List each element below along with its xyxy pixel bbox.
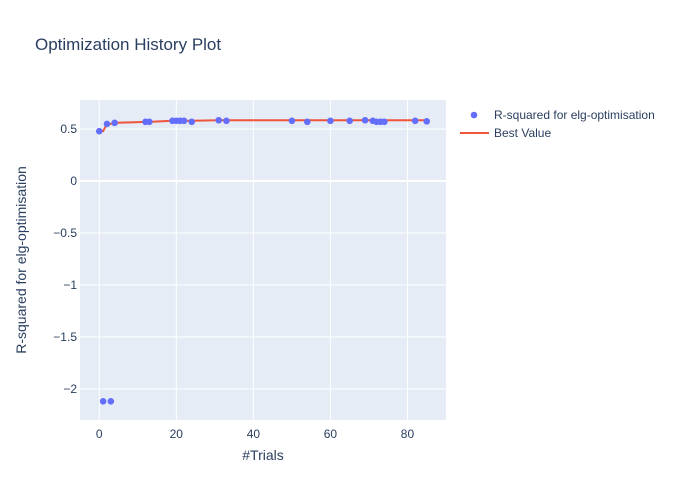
x-tick-label: 0	[96, 427, 103, 441]
legend-item-scores[interactable]: R-squared for elg-optimisation	[470, 108, 655, 122]
y-tick-label: −1	[63, 278, 77, 292]
data-point[interactable]	[381, 118, 388, 126]
y-tick-label: 0	[70, 174, 77, 188]
y-axis-title: R-squared for elg-optimisation	[13, 166, 29, 354]
data-point[interactable]	[361, 116, 369, 124]
legend-label-best-value: Best Value	[494, 126, 551, 140]
data-point[interactable]	[99, 397, 107, 405]
plot-area	[80, 100, 446, 420]
y-tick-label: −1.5	[53, 330, 77, 344]
data-point[interactable]	[411, 117, 419, 125]
legend-marker-icon	[470, 111, 478, 119]
x-tick-label: 20	[170, 427, 184, 441]
y-tick-label: −2	[63, 382, 77, 396]
data-point[interactable]	[288, 117, 296, 125]
data-point[interactable]	[304, 118, 311, 126]
grid-lines	[80, 100, 446, 420]
tick-labels: 0 20 40 60 80 −2 −1.5 −1 −0.5 0 0.5	[53, 122, 414, 441]
data-point[interactable]	[327, 117, 334, 125]
data-point[interactable]	[111, 119, 118, 127]
data-points-layer	[95, 116, 431, 405]
data-point[interactable]	[223, 117, 230, 125]
data-point[interactable]	[107, 397, 115, 405]
chart-title: Optimization History Plot	[35, 35, 221, 54]
data-point[interactable]	[95, 127, 103, 135]
legend-label-scores: R-squared for elg-optimisation	[494, 108, 655, 122]
x-tick-label: 80	[401, 427, 415, 441]
data-point[interactable]	[188, 118, 196, 126]
data-point[interactable]	[346, 117, 353, 125]
data-point[interactable]	[146, 118, 153, 126]
legend[interactable]: R-squared for elg-optimisation Best Valu…	[460, 108, 655, 140]
data-point[interactable]	[103, 120, 111, 128]
data-point[interactable]	[423, 117, 431, 125]
y-tick-label: 0.5	[60, 122, 77, 136]
data-point[interactable]	[180, 117, 188, 125]
data-point[interactable]	[215, 116, 222, 124]
y-tick-label: −0.5	[53, 226, 77, 240]
x-tick-label: 40	[247, 427, 261, 441]
legend-item-best-value[interactable]: Best Value	[460, 126, 551, 140]
x-axis-title: #Trials	[242, 447, 284, 463]
x-tick-label: 60	[324, 427, 338, 441]
